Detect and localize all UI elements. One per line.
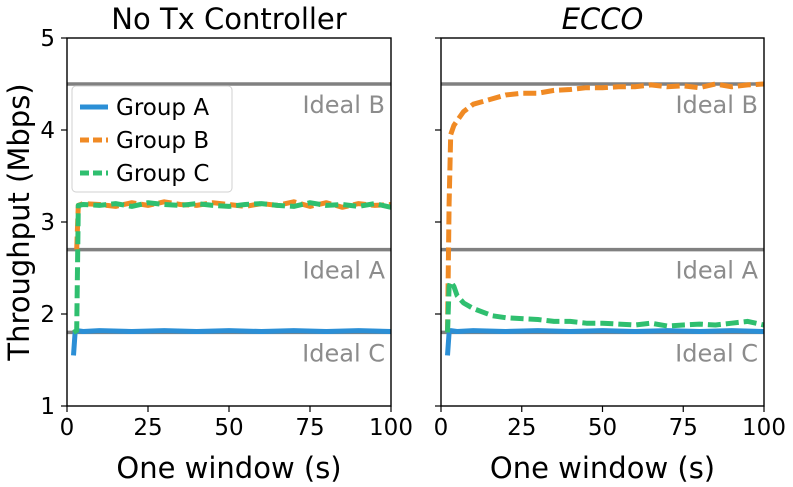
legend: Group A Group B Group C xyxy=(71,85,233,193)
x-tick-label: 25 xyxy=(507,415,536,441)
x-tick-label: 50 xyxy=(214,415,243,441)
x-tick-label: 0 xyxy=(60,415,75,441)
legend-label-group-a: Group A xyxy=(116,95,209,121)
series-line-group-b xyxy=(445,81,765,333)
y-tick-label: 1 xyxy=(40,394,55,420)
series-line-group-b xyxy=(74,199,392,250)
legend-box xyxy=(71,85,233,193)
legend-label-group-b: Group B xyxy=(116,128,209,154)
x-tick-label: 25 xyxy=(133,415,162,441)
x-tick-label: 75 xyxy=(295,415,324,441)
x-tick-label: 50 xyxy=(588,415,617,441)
series-line-group-c xyxy=(72,200,392,335)
panel-title: ECCO xyxy=(562,2,644,36)
ideal-label-ideal-a: Ideal A xyxy=(676,257,759,285)
x-tick-label: 75 xyxy=(669,415,698,441)
y-tick-label: 3 xyxy=(40,210,55,236)
series-line-group-a xyxy=(445,328,765,356)
panel-title: No Tx Controller xyxy=(111,2,346,36)
x-tick-label: 100 xyxy=(369,415,413,441)
ideal-label-ideal-c: Ideal C xyxy=(302,339,385,367)
x-tick-label: 0 xyxy=(434,415,449,441)
y-axis-label: Throughput (Mbps) xyxy=(2,83,36,361)
legend-label-group-c: Group C xyxy=(116,161,209,187)
ideal-label-ideal-b: Ideal B xyxy=(675,91,758,119)
ideal-label-ideal-c: Ideal C xyxy=(675,339,758,367)
x-axis-label: One window (s) xyxy=(116,451,341,485)
panel-ecco: ECCO Ideal B Ideal A Ideal C 0 25 50 75 100 One w… xyxy=(434,2,786,485)
y-tick-label: 5 xyxy=(40,26,55,52)
x-axis-label: One window (s) xyxy=(490,451,715,485)
x-tick-label: 100 xyxy=(742,415,786,441)
y-tick-label: 4 xyxy=(40,118,55,144)
ideal-label-ideal-b: Ideal B xyxy=(302,91,385,119)
series-line-group-c xyxy=(445,279,765,333)
ideal-label-ideal-a: Ideal A xyxy=(303,257,386,285)
y-tick-label: 2 xyxy=(40,302,55,328)
